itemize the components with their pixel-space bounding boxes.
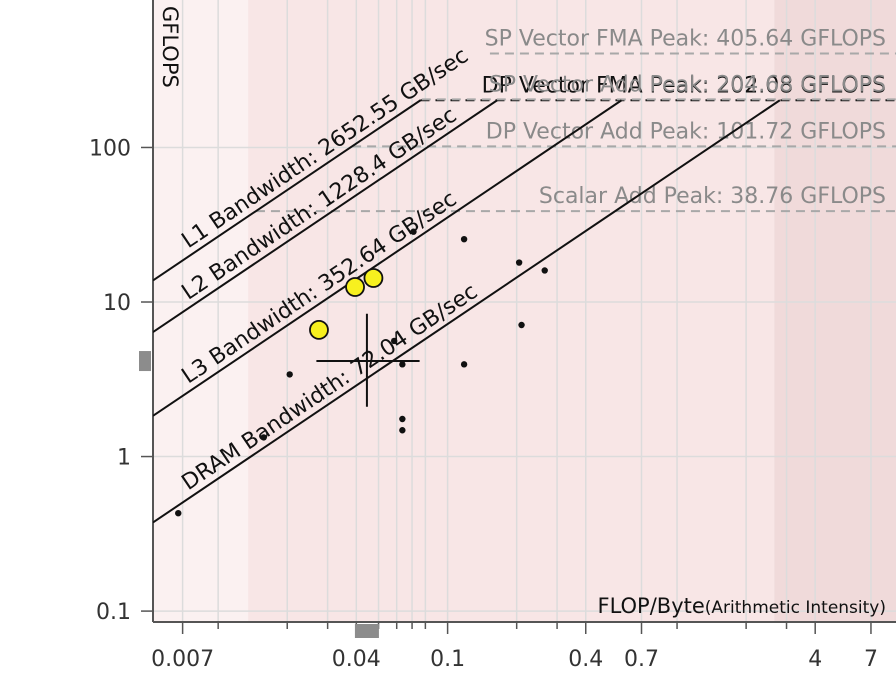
x-tick-label: 7 [864,647,878,672]
x-axis-title: FLOP/Byte(Arithmetic Intensity) [598,594,887,618]
bandwidth-roof-line [153,99,422,282]
data-point [399,415,406,423]
data-point [260,434,267,441]
x-axis-title-sub: (Arithmetic Intensity) [705,598,886,618]
axis-position-markers [139,351,379,638]
y-tick-label: 100 [89,136,131,161]
bandwidth-roof-line [153,99,498,333]
y-axis-ticks: 0.1 1 10 100 [89,136,153,625]
background-bands [153,0,896,622]
y-axis-position-marker [139,351,151,372]
data-point [460,235,468,243]
crosshair-cursor[interactable] [316,313,420,407]
compute-roof-label: DP Vector Add Peak: 101.72 GFLOPS [486,119,886,144]
x-tick-label: 0.007 [151,647,214,672]
data-point [541,267,548,274]
compute-roof-label: SP Vector Add Peak: 204.68 GFLOPS [489,72,886,97]
x-tick-label: 0.04 [332,647,381,672]
x-tick-label: 4 [808,647,822,672]
data-points [175,228,548,517]
data-point [399,427,406,434]
highlighted-data-point [363,268,384,288]
data-point [460,361,468,368]
bandwidth-roof-line [153,99,781,524]
x-tick-label: 0.7 [624,647,659,672]
x-axis-position-marker [354,624,379,638]
bandwidth-roof-line [153,99,623,417]
data-point [399,361,406,368]
axes [152,0,896,623]
background-band [774,0,896,622]
data-point [175,509,182,517]
data-point [286,371,293,378]
y-axis-title: GFLOPS [158,6,182,88]
background-band [248,0,775,622]
compute-roof-label: DP Vector FMA Peak: 202.08 GFLOPS [482,73,886,98]
x-axis-title-main: FLOP/Byte [598,594,705,618]
highlighted-data-point [309,319,329,340]
x-tick-label: 0.4 [568,647,603,672]
x-tick-label: 0.1 [430,647,465,672]
background-band [153,0,249,622]
data-point [410,228,417,235]
data-point [515,259,523,266]
grid-lines [153,0,896,622]
data-point [390,337,398,345]
y-tick-label: 10 [103,291,131,316]
y-tick-label: 0.1 [96,600,131,625]
y-tick-label: 1 [117,446,131,471]
compute-roofs: SP Vector FMA Peak: 405.64 GFLOPS DP Vect… [255,26,896,213]
x-axis-ticks: 0.007 0.04 0.1 0.4 0.7 4 7 [151,622,878,672]
compute-roof-label: SP Vector FMA Peak: 405.64 GFLOPS [485,26,886,51]
highlighted-data-point [345,277,365,297]
data-point [518,321,525,329]
compute-roof-label: Scalar Add Peak: 38.76 GFLOPS [539,184,886,209]
